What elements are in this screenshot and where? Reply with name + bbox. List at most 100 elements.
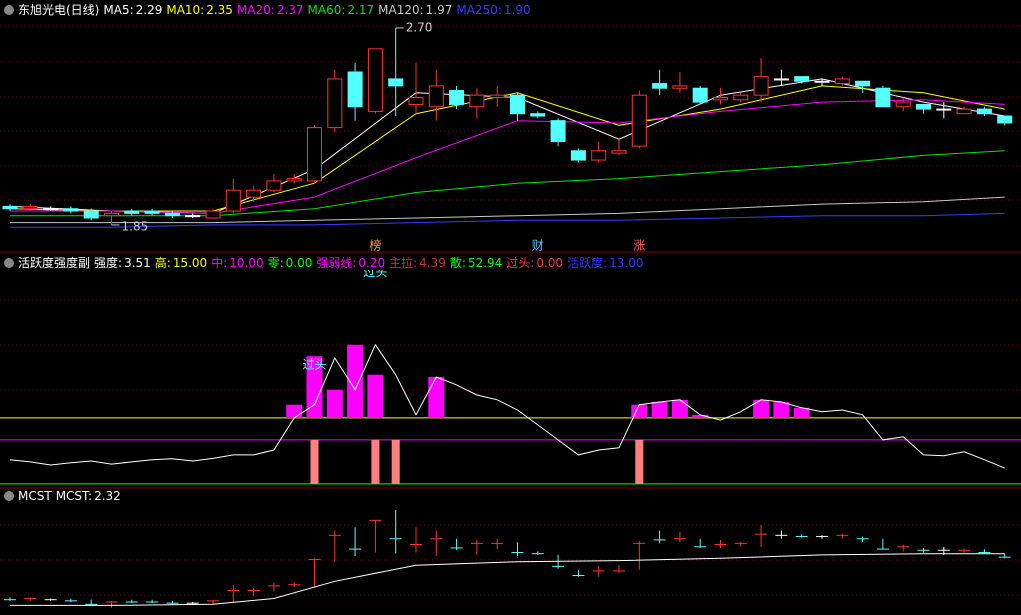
annotation-label: 过头 [302,358,326,372]
legend-value: 4.39 [419,256,446,270]
line-series [10,553,1005,606]
strength-bar [306,356,323,418]
candle-body [530,113,546,117]
candle-body [733,94,749,101]
candle-body [489,94,505,98]
candle-body [449,90,465,105]
legend-name: 强弱线: [316,256,357,270]
candle-body [225,189,241,212]
legend-value: 0.20 [358,256,386,270]
legend-value: 15.00 [172,256,208,270]
candle-body [713,96,728,101]
candle-body [652,83,668,89]
candle-body [936,108,952,111]
strength-bar [692,414,709,418]
candle-body [388,78,404,87]
candle-body [976,108,992,115]
legend-name: 中: [211,256,228,270]
candle-body [510,94,525,115]
candle-body [611,150,627,154]
legend-value: 2.35 [206,3,233,17]
signal-bar [635,439,644,484]
legend-name: MCST: [55,489,93,503]
candle-body [83,210,99,219]
legend-value: 0.00 [536,256,564,270]
line-series [10,196,1005,224]
candle-body [347,71,363,108]
candle-body [875,87,891,108]
strength-bar [671,399,688,418]
strength-bar [367,374,384,418]
candle-body [692,87,708,103]
event-marker: 涨 [633,238,645,253]
panel-title: 东旭光电(日线) [18,3,100,17]
legend-name: MA250: [456,3,502,17]
candle-body [591,150,607,161]
candle-body [997,115,1013,124]
candle-body [428,85,444,108]
line-series [10,212,1005,228]
legend-name: MA20: [236,3,275,17]
candle-body [794,76,810,82]
legend-name: 高: [154,256,171,270]
strength-bar [286,404,303,418]
legend-value: 1.90 [503,3,531,17]
legend-name: MA60: [307,3,346,17]
panel-header: 东旭光电(日线) MA5: 2.29 MA10: 2.35 MA20: 2.37 MA60: 2… [18,3,539,17]
legend-name: MA10: [166,3,205,17]
legend-value: 10.00 [229,256,264,270]
line-series [9,78,1005,214]
event-marker: 榜 [369,238,381,253]
candle-body [144,210,160,214]
panel-title: 活跃度强度副 [18,256,91,270]
candle-body [246,189,262,198]
strength-bar [651,402,668,418]
candle-body [408,96,424,105]
strength-bar [631,404,648,418]
candle-body [327,78,343,129]
activity-line [9,343,1005,469]
legend-value: 3.51 [124,256,151,270]
candle-body [266,180,282,191]
candle-body [185,215,201,218]
strength-bar [326,389,343,418]
candle-body [307,127,322,182]
strength-bar [428,376,445,418]
candle-body [773,78,789,81]
line-series [10,150,1005,217]
candle-body [205,210,221,219]
candle-body [672,85,688,89]
strength-bar [347,344,364,418]
candle-body [104,212,119,217]
annotation-label: 1.85 [122,219,149,233]
legend-name: MA120: [378,3,424,17]
candle-body [814,80,830,83]
candle-body [631,94,647,147]
candle-body [834,78,850,85]
candle-body [367,48,383,112]
candle-body [753,76,769,96]
strength-bar [793,407,810,418]
line-series [10,99,1005,214]
legend-value: 0.00 [285,256,313,270]
legend-value: 2.29 [135,3,163,17]
candle-body [124,210,140,214]
signal-bar [391,439,400,484]
candle-body [550,120,566,143]
legend-value: 2.37 [276,3,304,17]
legend-value: 52.94 [467,256,503,270]
legend-value: 13.00 [609,256,644,270]
legend-name: 散: [449,256,466,270]
candle-body [286,178,302,182]
annotation-label: 2.70 [406,20,433,34]
legend-value: 2.17 [347,3,375,17]
candle-body [469,94,485,108]
candle-body [570,150,586,161]
panel-header: 活跃度强度副 强度: 3.51 高: 15.00 中: 10.00 零: 0.00 强弱线: 0.2… [18,256,652,270]
candle-body [855,80,871,87]
legend-name: 活跃度: [567,256,608,270]
strength-bar [773,402,790,418]
panel-title: MCST [18,489,52,503]
